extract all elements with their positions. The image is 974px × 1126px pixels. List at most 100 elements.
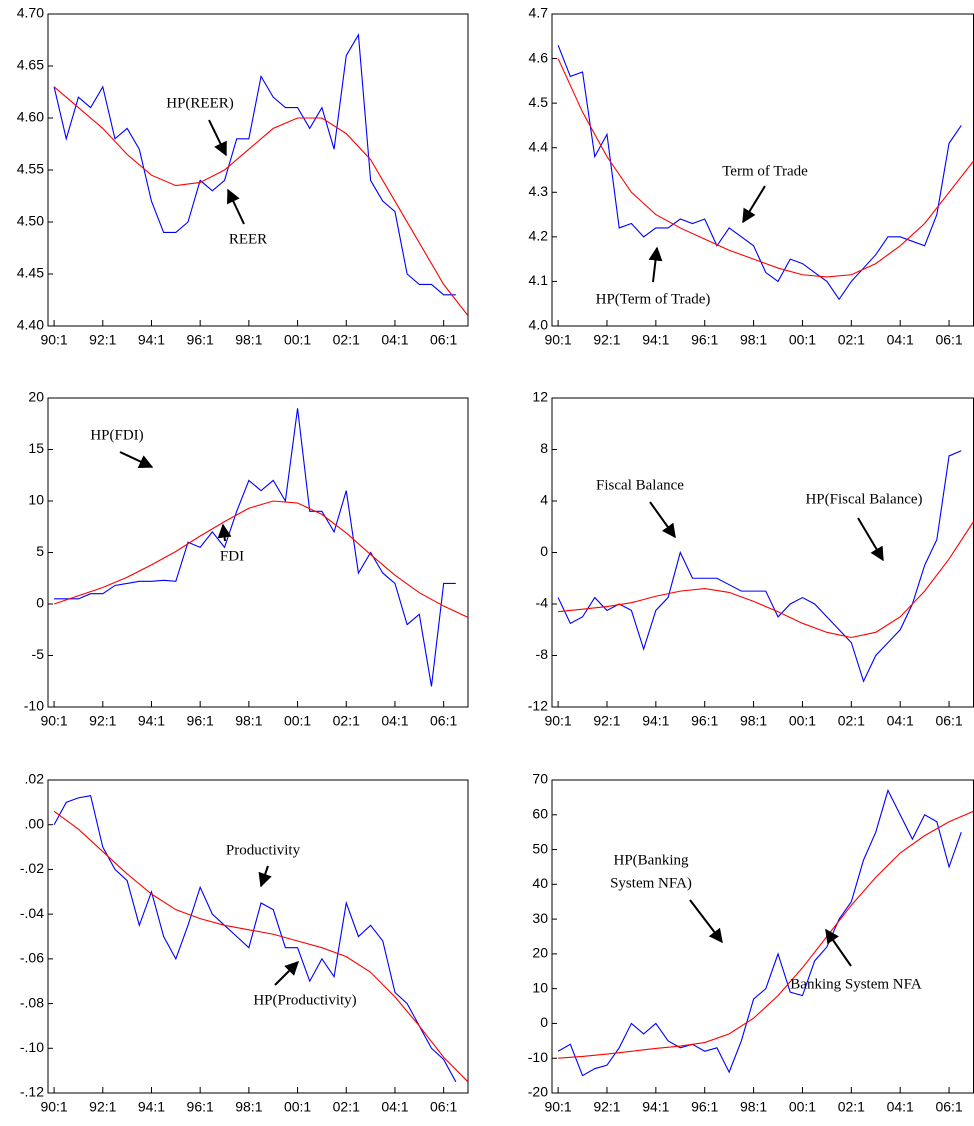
x-tick-label: 90:1 [544, 332, 571, 348]
x-tick-label: 94:1 [642, 1099, 669, 1115]
x-tick-label: 98:1 [740, 713, 767, 729]
x-tick-label: 94:1 [642, 713, 669, 729]
y-tick-label: 0 [540, 1014, 548, 1030]
annotation-arrow [217, 523, 232, 542]
annotation-arrow [825, 928, 852, 967]
annotation: Productivity [226, 842, 301, 858]
y-tick-label: 12 [532, 389, 548, 405]
x-tick-label: 90:1 [544, 713, 571, 729]
annotation-arrow [227, 188, 245, 225]
y-tick-label: 4.70 [17, 5, 44, 21]
x-tick-label: 02:1 [838, 713, 865, 729]
annotation: System NFA) [610, 875, 692, 891]
x-tick-label: 96:1 [187, 1099, 214, 1115]
annotation: HP(REER) [166, 95, 234, 111]
x-tick-label: 00:1 [789, 332, 816, 348]
y-tick-label: 4 [540, 492, 548, 508]
x-tick-label: 04:1 [887, 332, 914, 348]
plot-frame [551, 13, 974, 327]
y-tick-label: 4.1 [529, 272, 549, 288]
annotation-arrow [208, 119, 227, 157]
y-tick-label: -.04 [20, 905, 44, 921]
y-tick-label: 4.7 [529, 5, 549, 21]
x-tick-label: 96:1 [187, 332, 214, 348]
y-tick-label: 4.3 [529, 183, 549, 199]
x-tick-label: 06:1 [935, 332, 962, 348]
annotation: FDI [220, 548, 244, 564]
x-tick-label: 94:1 [138, 332, 165, 348]
y-tick-label: -.12 [20, 1084, 44, 1100]
y-tick-label: 0 [540, 543, 548, 559]
x-tick-label: 04:1 [381, 713, 408, 729]
series-line [557, 788, 962, 1077]
y-tick-label: 70 [532, 771, 548, 787]
x-tick-label: 04:1 [381, 332, 408, 348]
y-tick-label: -8 [536, 646, 549, 662]
y-tick-label: 10 [28, 492, 44, 508]
y-tick-label: 4.65 [17, 57, 44, 73]
y-tick-label: 4.40 [17, 317, 44, 333]
x-tick-label: 04:1 [887, 1099, 914, 1115]
plot-frame [551, 779, 974, 1094]
x-tick-label: 00:1 [789, 713, 816, 729]
x-tick-label: 02:1 [838, 332, 865, 348]
plot-frame [47, 13, 469, 327]
x-tick-label: 06:1 [935, 1099, 962, 1115]
x-tick-label: 96:1 [187, 713, 214, 729]
x-tick-label: 92:1 [89, 713, 116, 729]
annotation: Banking System NFA [790, 976, 922, 992]
x-tick-label: 00:1 [284, 332, 311, 348]
x-tick-label: 06:1 [430, 713, 457, 729]
y-tick-label: -4 [536, 595, 549, 611]
x-tick-label: 96:1 [691, 1099, 718, 1115]
y-tick-label: 30 [532, 910, 548, 926]
x-tick-label: 00:1 [284, 1099, 311, 1115]
x-tick-label: 94:1 [138, 713, 165, 729]
y-tick-label: .02 [25, 771, 45, 787]
annotation-arrow [649, 501, 676, 539]
y-tick-label: 10 [532, 979, 548, 995]
x-tick-label: 98:1 [740, 332, 767, 348]
x-tick-label: 04:1 [887, 713, 914, 729]
y-tick-label: 50 [532, 840, 548, 856]
y-tick-label: -.06 [20, 950, 44, 966]
x-tick-label: 92:1 [593, 713, 620, 729]
x-tick-label: 02:1 [333, 713, 360, 729]
annotation-arrow [689, 899, 723, 944]
x-tick-label: 94:1 [642, 332, 669, 348]
series-line [557, 450, 962, 683]
annotation-arrow [742, 185, 766, 224]
x-tick-label: 92:1 [89, 332, 116, 348]
plot-frame [47, 779, 469, 1094]
annotation-arrow [274, 961, 299, 986]
plot-frame [47, 397, 469, 708]
y-tick-label: 60 [532, 805, 548, 821]
x-tick-label: 98:1 [235, 713, 262, 729]
annotation: HP(Term of Trade) [596, 291, 711, 307]
plot-frame [551, 397, 974, 708]
y-tick-label: 15 [28, 440, 44, 456]
series-line [558, 521, 974, 639]
x-tick-label: 90:1 [40, 713, 67, 729]
annotation-arrow [857, 517, 884, 562]
annotation: HP(Productivity) [253, 992, 356, 1008]
y-tick-label: 40 [532, 875, 548, 891]
x-tick-label: 90:1 [544, 1099, 571, 1115]
x-tick-label: 00:1 [789, 1099, 816, 1115]
y-tick-label: -.08 [20, 994, 44, 1010]
series-line [557, 44, 962, 301]
annotation-arrow [258, 865, 272, 888]
y-tick-label: 4.4 [529, 138, 549, 154]
x-tick-label: 02:1 [838, 1099, 865, 1115]
y-tick-label: 0 [36, 595, 44, 611]
series-line [54, 408, 456, 687]
series-line [53, 86, 468, 316]
x-tick-label: 98:1 [235, 332, 262, 348]
series-line [53, 795, 457, 1083]
x-tick-label: 02:1 [333, 1099, 360, 1115]
y-tick-label: 20 [28, 389, 44, 405]
annotation: Term of Trade [722, 163, 808, 179]
x-tick-label: 92:1 [593, 332, 620, 348]
